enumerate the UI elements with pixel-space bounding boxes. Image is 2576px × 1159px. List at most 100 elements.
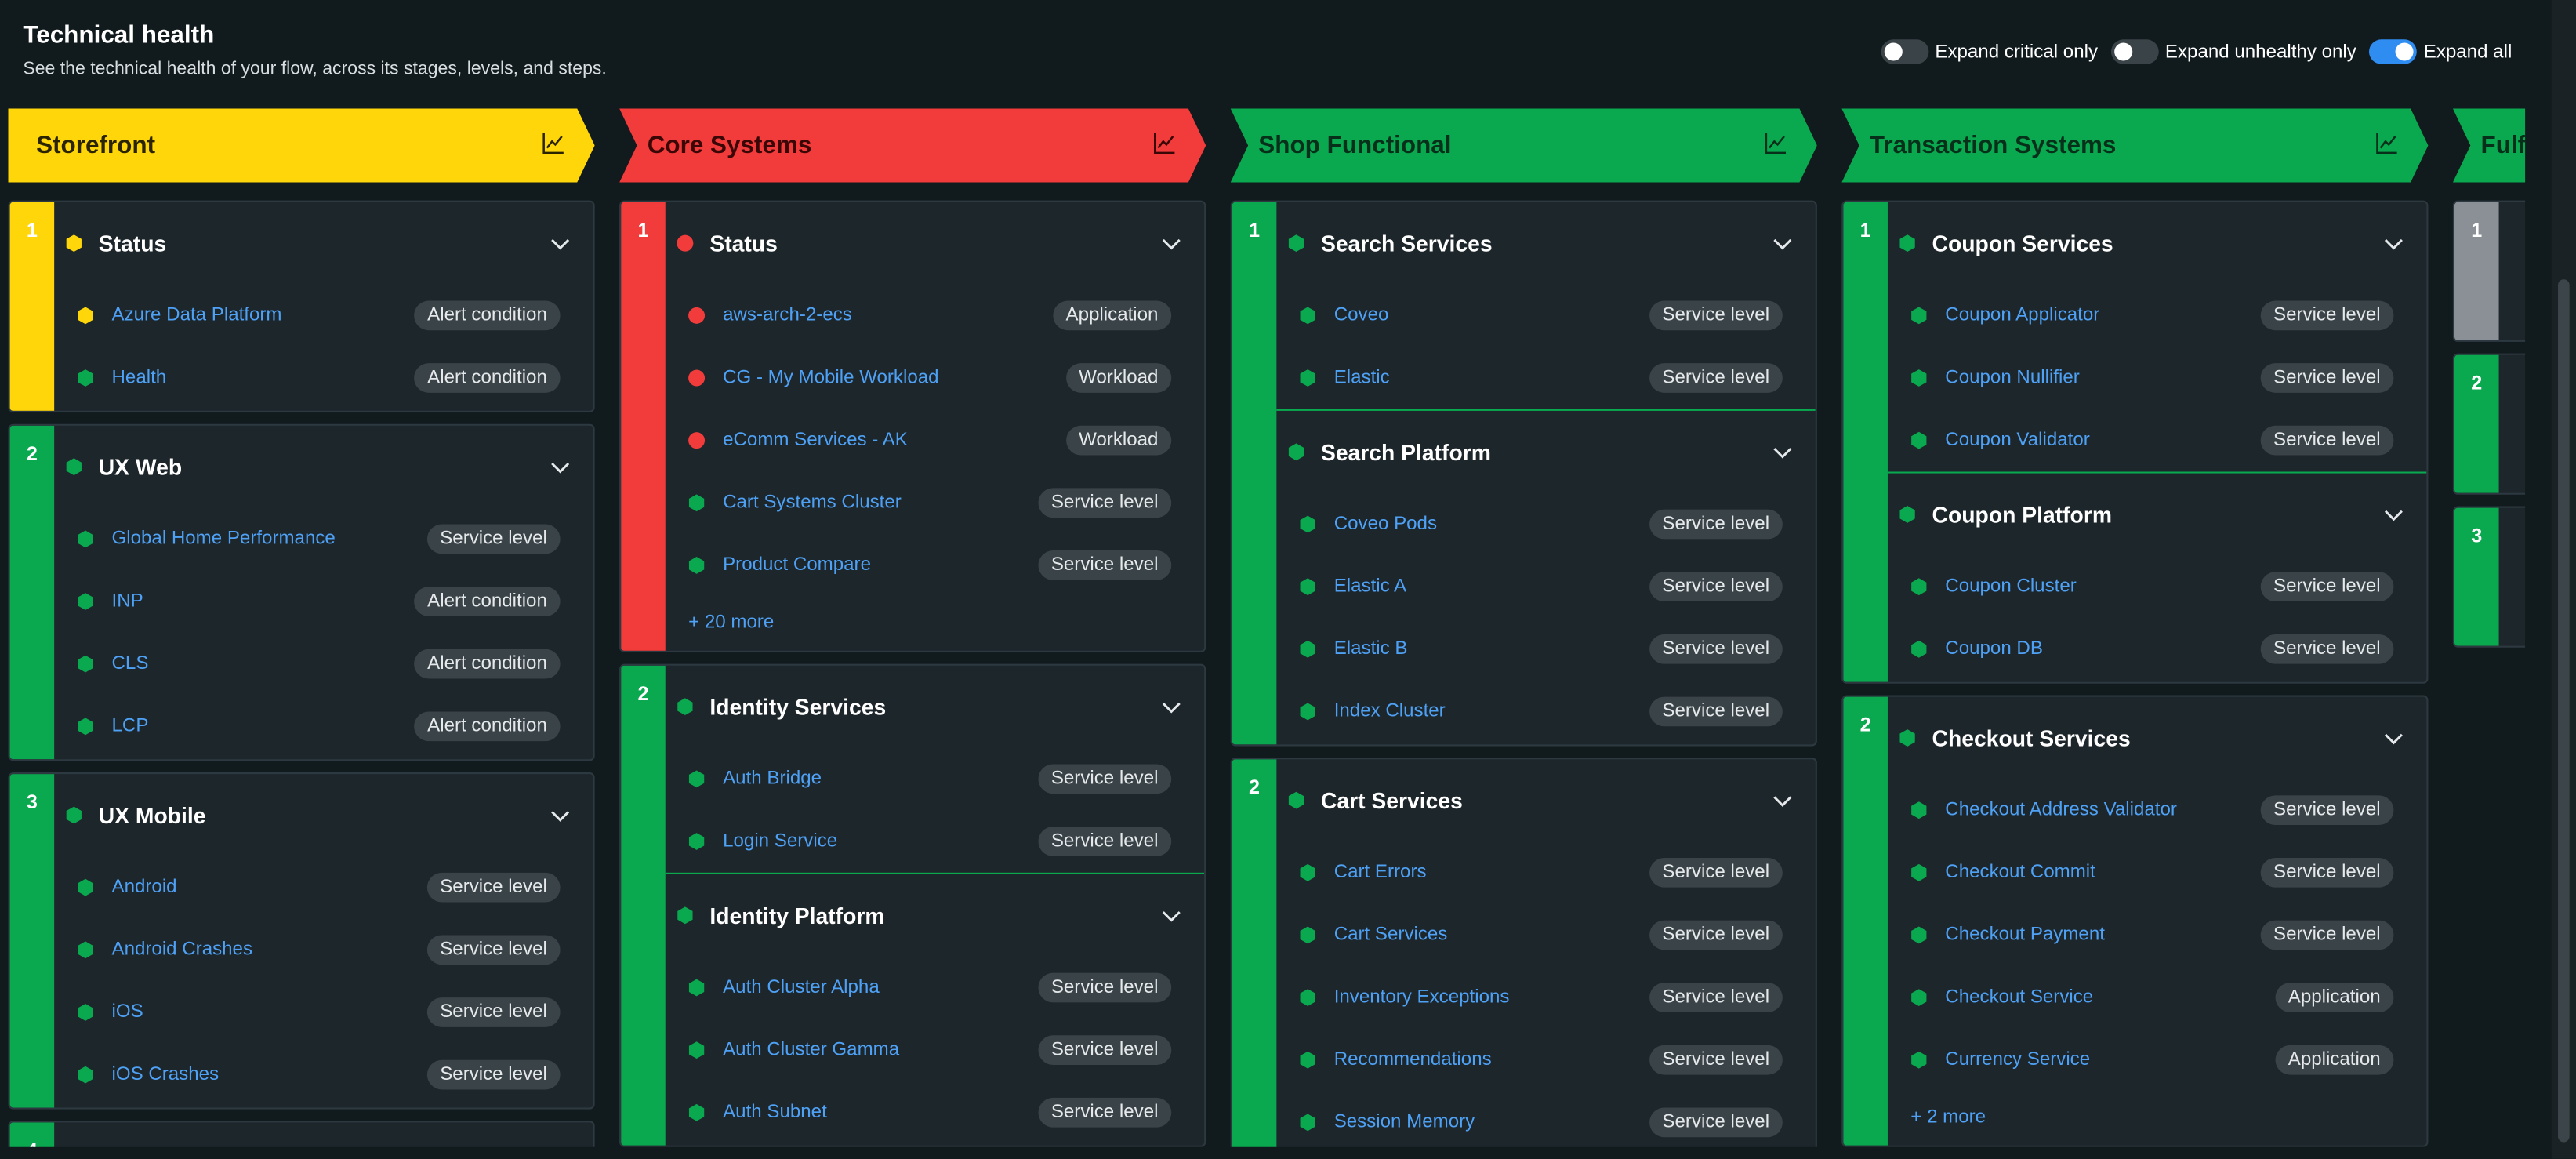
section-title: Coupon Services [1932, 231, 2113, 256]
level-card: 1 [2452, 200, 2526, 342]
chart-icon[interactable] [2375, 131, 2398, 161]
entity-link[interactable]: aws-arch-2-ecs [723, 305, 852, 325]
entity-link[interactable]: Health [111, 368, 167, 388]
entity-type-tag: Service level [426, 1059, 561, 1090]
chevron[interactable] [1772, 788, 1792, 812]
entity-type-tag: Service level [1038, 1097, 1172, 1128]
chevron[interactable] [1772, 440, 1792, 464]
chart-icon[interactable] [1765, 131, 1787, 161]
entity-link[interactable]: INP [111, 591, 143, 612]
status-icon [1300, 1114, 1315, 1132]
section-header[interactable]: CDN [54, 1122, 593, 1146]
entity-link[interactable]: Auth Subnet [723, 1103, 827, 1123]
section-header[interactable]: Status [54, 202, 593, 285]
entity-link[interactable]: Elastic B [1333, 639, 1408, 659]
entity-link[interactable]: LCP [111, 716, 149, 736]
chevron[interactable] [1162, 694, 1181, 718]
section-header[interactable]: UX Web [54, 426, 593, 508]
entity-link[interactable]: Coveo Pods [1333, 514, 1438, 535]
entity-link[interactable]: Android Crashes [111, 939, 253, 960]
entity-link[interactable]: Cart Systems Cluster [723, 492, 902, 513]
more-link[interactable]: + 20 more [688, 612, 775, 633]
section: Identity Platform Auth Cluster Alpha Servi… [666, 874, 1204, 1146]
entity-link[interactable]: Login Service [723, 831, 838, 852]
entity-link[interactable]: iOS Crashes [111, 1065, 220, 1085]
entity-link[interactable]: Azure Data Platform [111, 305, 282, 325]
scroll-thumb[interactable] [2558, 279, 2570, 1143]
entity-link[interactable]: Checkout Payment [1945, 925, 2105, 946]
section-header[interactable]: Checkout Services [1888, 697, 2426, 779]
section-header[interactable]: Search Platform [1276, 411, 1815, 493]
level-card: 4CDN [8, 1121, 595, 1147]
entity-link[interactable]: Elastic A [1333, 576, 1407, 597]
scrollbar [2551, 0, 2576, 1159]
section-title: UX Web [98, 454, 183, 479]
section-header[interactable]: UX Mobile [54, 774, 593, 856]
chevron[interactable] [2384, 231, 2404, 255]
chevron[interactable] [550, 803, 570, 827]
status-icon [1288, 791, 1304, 809]
section-header[interactable]: Identity Services [666, 666, 1204, 748]
entity-link[interactable]: Global Home Performance [111, 529, 336, 549]
entity-link[interactable]: Auth Cluster Alpha [723, 977, 880, 998]
entity-link[interactable]: CLS [111, 654, 149, 674]
section-header[interactable]: Coupon Platform [1888, 474, 2426, 556]
chevron[interactable] [1162, 903, 1181, 928]
entity-link[interactable]: iOS [111, 1002, 143, 1023]
status-icon [688, 833, 705, 850]
toggle-switch[interactable] [2369, 39, 2418, 64]
entity-link[interactable]: Auth Bridge [723, 768, 822, 789]
entity-link[interactable]: Cart Errors [1333, 863, 1427, 883]
entity-link[interactable]: Coupon DB [1945, 639, 2043, 659]
entity-link[interactable]: CG - My Mobile Workload [723, 368, 939, 388]
entity-link[interactable]: Coupon Applicator [1945, 305, 2100, 325]
toggle[interactable]: Expand critical only [1881, 39, 2098, 64]
entity-link[interactable]: Cart Services [1333, 925, 1448, 946]
entity-link[interactable]: Coupon Validator [1945, 431, 2090, 451]
entity-link[interactable]: Android [111, 877, 177, 898]
entity-link[interactable]: Recommendations [1333, 1050, 1492, 1070]
chevron[interactable] [1772, 231, 1792, 255]
section-header[interactable]: Cart Services [1276, 759, 1815, 841]
entity-link[interactable]: Coveo [1333, 305, 1389, 325]
chevron[interactable] [550, 231, 570, 255]
level-number: 4 [9, 1122, 55, 1147]
chart-icon[interactable] [1153, 131, 1176, 161]
entity-link[interactable]: Checkout Service [1945, 987, 2094, 1008]
entity-link[interactable]: Elastic [1333, 368, 1390, 388]
more-link[interactable]: + 2 more [1910, 1107, 1986, 1128]
entity-link[interactable]: Inventory Exceptions [1333, 987, 1510, 1008]
toggle-knob [1884, 42, 1903, 61]
section-header[interactable]: Status [666, 202, 1204, 285]
entity-link[interactable]: Checkout Commit [1945, 863, 2095, 883]
entity-row: Checkout Address Validator Service level [1888, 779, 2426, 841]
chart-icon[interactable] [542, 131, 565, 161]
entity-link[interactable]: Auth Cluster Gamma [723, 1040, 900, 1060]
chevron[interactable] [2384, 502, 2404, 526]
chevron[interactable] [550, 454, 570, 478]
toggle-switch[interactable] [2110, 39, 2159, 64]
stage-column: Fulf 1 2 3 [2452, 108, 2526, 648]
entity-link[interactable]: Coupon Cluster [1945, 576, 2077, 597]
entity-link[interactable]: Currency Service [1945, 1050, 2091, 1070]
section-header[interactable]: Search Services [1276, 202, 1815, 285]
entity-link[interactable]: Coupon Nullifier [1945, 368, 2080, 388]
entity-link[interactable]: Checkout Address Validator [1945, 800, 2177, 820]
toggle[interactable]: Expand unhealthy only [2110, 39, 2356, 64]
status-icon [78, 307, 93, 325]
entity-link[interactable]: eComm Services - AK [723, 431, 908, 451]
entity-link[interactable]: Index Cluster [1333, 701, 1446, 722]
section-title: Identity Platform [709, 903, 885, 928]
page-subtitle: See the technical health of your flow, a… [23, 59, 607, 79]
status-icon [1288, 443, 1304, 461]
section-title: Search Platform [1320, 439, 1491, 465]
section-header[interactable]: Identity Platform [666, 874, 1204, 957]
section-header[interactable]: Coupon Services [1888, 202, 2426, 285]
entity-link[interactable]: Session Memory [1333, 1112, 1475, 1132]
chevron[interactable] [2384, 725, 2404, 750]
toggle[interactable]: Expand all [2369, 39, 2512, 64]
entity-type-tag: Service level [1649, 300, 1783, 331]
toggle-switch[interactable] [1881, 39, 1928, 64]
chevron[interactable] [1162, 231, 1181, 255]
entity-link[interactable]: Product Compare [723, 555, 871, 576]
